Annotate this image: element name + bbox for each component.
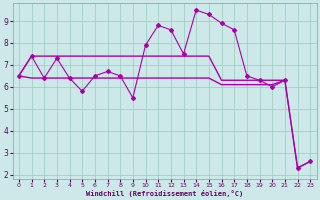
X-axis label: Windchill (Refroidissement éolien,°C): Windchill (Refroidissement éolien,°C): [86, 190, 243, 197]
